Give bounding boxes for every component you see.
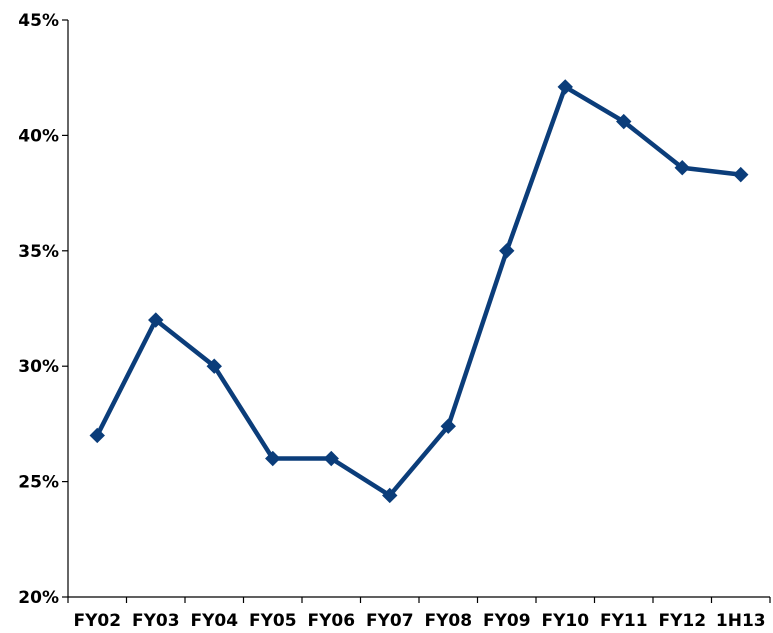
data-point-marker	[89, 427, 105, 444]
y-tick-label: 45%	[18, 11, 59, 31]
x-tick-label: 1H13	[716, 611, 766, 631]
data-point-marker	[323, 450, 339, 467]
y-tick-label: 25%	[18, 473, 59, 493]
x-tick-label: FY05	[249, 611, 297, 631]
x-tick-label: FY03	[132, 611, 180, 631]
x-tick-label: FY08	[424, 611, 472, 631]
x-tick-label: FY11	[600, 611, 648, 631]
data-point-marker	[265, 450, 281, 467]
data-point-marker	[440, 418, 456, 434]
x-tick-label: FY09	[483, 611, 531, 631]
data-point-marker	[148, 312, 164, 328]
y-tick-label: 40%	[18, 126, 59, 146]
data-point-marker	[499, 243, 515, 259]
y-tick-label: 35%	[18, 242, 59, 262]
data-point-marker	[557, 79, 573, 95]
x-tick-label: FY06	[307, 611, 355, 631]
y-tick-label: 30%	[18, 357, 59, 377]
y-tick-label: 20%	[18, 588, 59, 608]
x-tick-label: FY04	[190, 611, 238, 631]
x-axis: FY02 FY03 FY04 FY05 FY06 FY07 FY08 FY09 FY10 FY11…	[67, 596, 771, 631]
data-point-marker	[382, 487, 398, 504]
data-point-marker	[674, 160, 690, 176]
x-tick-label: FY07	[366, 611, 414, 631]
x-tick-label: FY10	[541, 611, 589, 631]
data-point-marker	[206, 358, 222, 374]
x-tick-label: FY02	[73, 611, 121, 631]
data-point-marker	[733, 166, 749, 183]
data-point-marker	[616, 113, 632, 130]
y-axis: 20% 25% 30% 35% 40% 45%	[18, 11, 69, 608]
series-layer	[89, 79, 749, 504]
series-line	[95, 84, 743, 498]
x-tick-label: FY12	[658, 611, 706, 631]
